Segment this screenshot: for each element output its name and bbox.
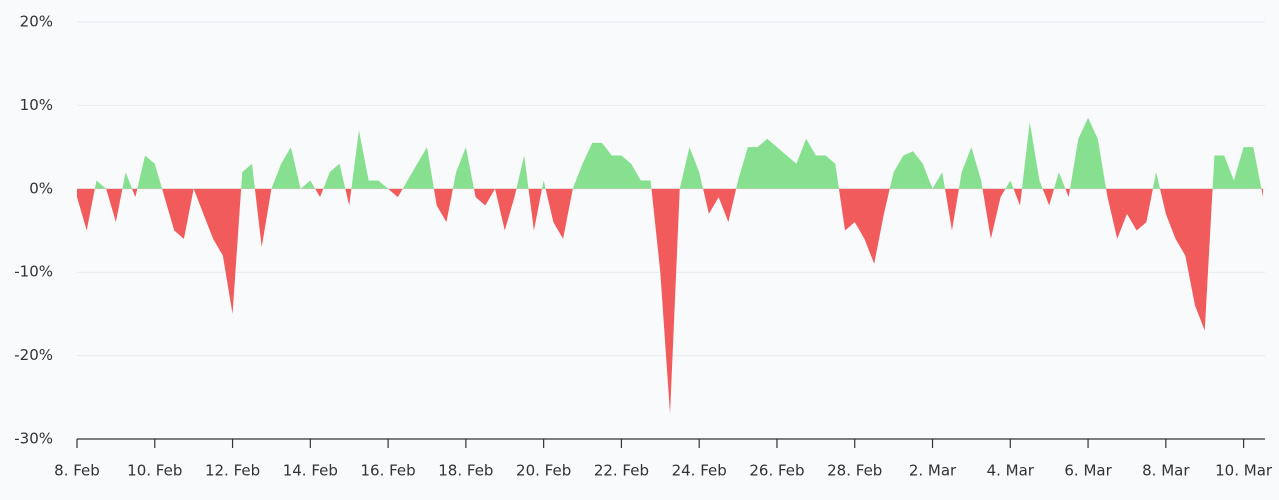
x-tick-label: 22. Feb (594, 462, 649, 480)
x-tick-label: 14. Feb (283, 462, 338, 480)
x-tick-label: 20. Feb (516, 462, 571, 480)
y-tick-label: 20% (20, 13, 53, 31)
y-tick-label: 10% (20, 96, 53, 114)
x-tick-label: 18. Feb (438, 462, 493, 480)
x-tick-label: 10. Feb (127, 462, 182, 480)
y-tick-label: 0% (29, 179, 53, 197)
x-tick-label: 6. Mar (1064, 462, 1112, 480)
x-tick-label: 28. Feb (827, 462, 882, 480)
y-tick-label: -20% (14, 346, 53, 364)
x-tick-label: 26. Feb (749, 462, 804, 480)
x-tick-label: 8. Mar (1142, 462, 1190, 480)
positive-area (77, 117, 1264, 189)
x-tick-label: 10. Mar (1215, 462, 1273, 480)
y-tick-label: -30% (14, 430, 53, 448)
x-tick-label: 16. Feb (361, 462, 416, 480)
x-tick-label: 8. Feb (54, 462, 100, 480)
x-tick-label: 24. Feb (672, 462, 727, 480)
x-tick-label: 12. Feb (205, 462, 260, 480)
x-tick-label: 2. Mar (909, 462, 957, 480)
x-tick-label: 4. Mar (987, 462, 1035, 480)
y-tick-label: -10% (14, 263, 53, 281)
negative-area (77, 188, 1264, 414)
